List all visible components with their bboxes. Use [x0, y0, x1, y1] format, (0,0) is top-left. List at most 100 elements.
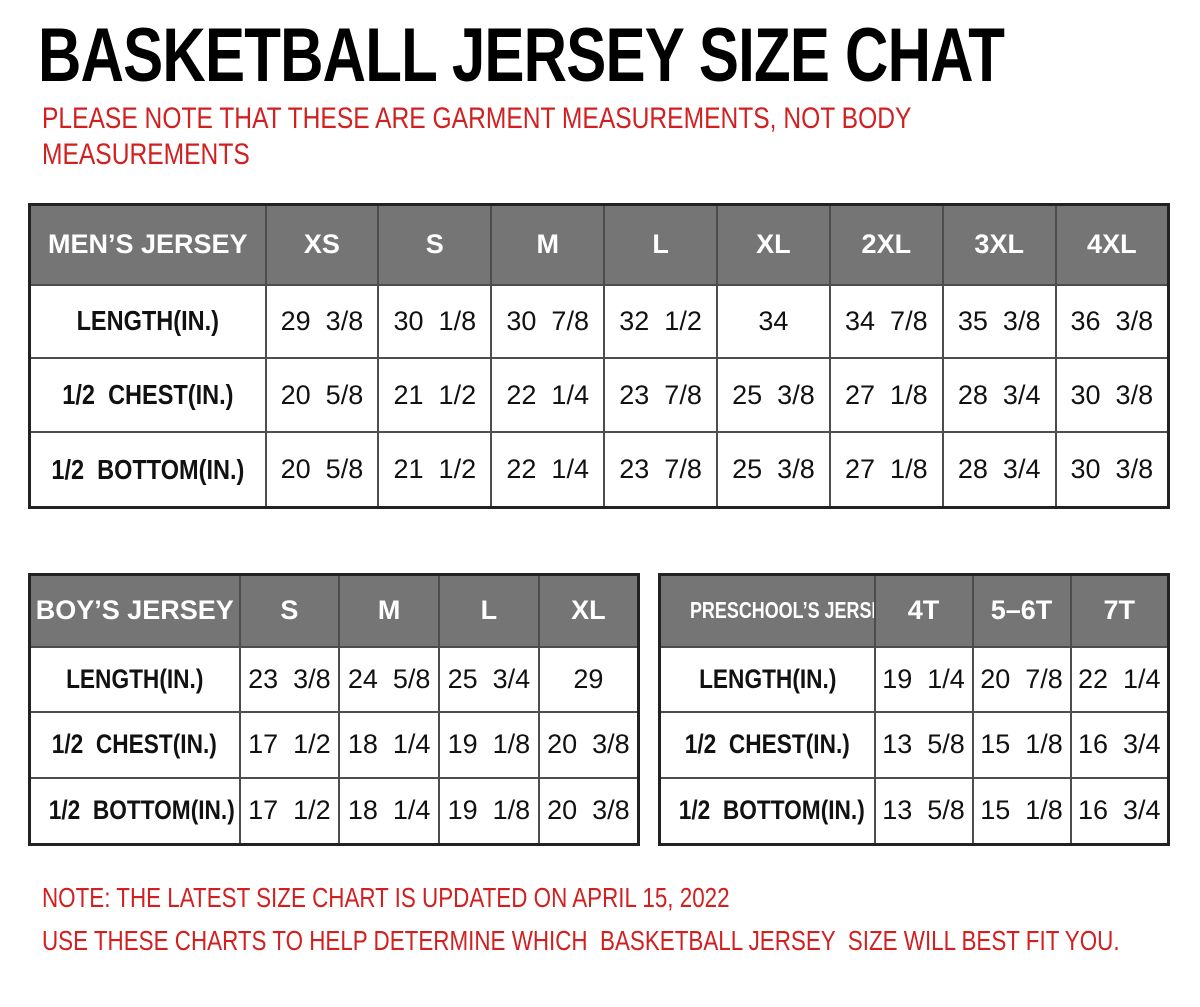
row-label: LENGTH(IN.) [66, 663, 204, 694]
size-value-cell: 34 [716, 283, 831, 360]
size-value-cell: 20 5/8 [264, 431, 380, 509]
size-header-cell: 2XL [828, 203, 944, 286]
size-value-cell: 18 1/4 [338, 776, 440, 846]
size-value-cell: 20 5/8 [264, 357, 380, 434]
size-value-cell: 17 1/2 [238, 711, 341, 779]
preschool-jersey-table: PRESCHOOL’S JERSEY 4T 5–6T 7T LENGTH(IN.… [658, 573, 1170, 846]
page-title: BASKETBALL JERSEY SIZE CHAT [38, 13, 1005, 98]
size-header-cell: S [238, 573, 341, 648]
size-value-cell: 32 1/2 [603, 283, 718, 360]
size-value-cell: 34 7/8 [828, 283, 944, 360]
size-value-cell: 23 7/8 [603, 357, 718, 434]
mens-jersey-table: MEN’S JERSEY XS S M L XL 2XL 3XL 4XL LEN… [28, 203, 1170, 509]
size-header-cell: 4T [873, 573, 974, 648]
size-value-cell: 30 3/8 [1054, 431, 1170, 509]
row-label-cell: 1/2 CHEST(IN.) [28, 357, 267, 434]
table-row: LENGTH(IN.) 19 1/4 20 7/8 22 1/4 [658, 645, 1170, 714]
size-value-cell: 19 1/8 [438, 711, 540, 779]
table-header-row: BOY’S JERSEY S M L XL [28, 573, 640, 648]
row-label-cell: LENGTH(IN.) [28, 645, 241, 714]
row-label-cell: 1/2 BOTTOM(IN.) [28, 431, 267, 509]
table-row: 1/2 CHEST(IN.) 13 5/8 15 1/8 16 3/4 [658, 711, 1170, 779]
size-value-cell: 21 1/2 [377, 431, 493, 509]
row-label: 1/2 CHEST(IN.) [62, 379, 234, 411]
size-value-cell: 28 3/4 [941, 357, 1057, 434]
size-value-cell: 21 1/2 [377, 357, 493, 434]
row-label-cell: 1/2 BOTTOM(IN.) [28, 776, 241, 846]
row-label: LENGTH(IN.) [698, 663, 836, 694]
row-label: 1/2 BOTTOM(IN.) [678, 795, 865, 826]
table-header-row: MEN’S JERSEY XS S M L XL 2XL 3XL 4XL [28, 203, 1170, 286]
size-value-cell: 29 [537, 645, 640, 714]
size-value-cell: 16 3/4 [1069, 711, 1170, 779]
size-value-cell: 35 3/8 [941, 283, 1057, 360]
size-value-cell: 36 3/8 [1054, 283, 1170, 360]
table-row: LENGTH(IN.) 23 3/8 24 5/8 25 3/4 29 [28, 645, 640, 714]
size-value-cell: 19 1/8 [438, 776, 540, 846]
row-label-cell: 1/2 CHEST(IN.) [658, 711, 876, 779]
size-value-cell: 25 3/8 [716, 431, 831, 509]
size-value-cell: 22 1/4 [490, 357, 606, 434]
size-header-cell: M [490, 203, 606, 286]
row-label: 1/2 BOTTOM(IN.) [51, 453, 245, 485]
size-value-cell: 30 7/8 [490, 283, 606, 360]
table-row: 1/2 CHEST(IN.) 17 1/2 18 1/4 19 1/8 20 3… [28, 711, 640, 779]
size-value-cell: 13 5/8 [873, 711, 974, 779]
size-header-cell: M [338, 573, 440, 648]
row-label: 1/2 BOTTOM(IN.) [48, 795, 235, 826]
table-row: 1/2 CHEST(IN.) 20 5/8 21 1/2 22 1/4 23 7… [28, 357, 1170, 434]
size-value-cell: 23 3/8 [238, 645, 341, 714]
table-row: LENGTH(IN.) 29 3/8 30 1/8 30 7/8 32 1/2 … [28, 283, 1170, 360]
size-header-cell: 5–6T [971, 573, 1072, 648]
row-label-cell: 1/2 CHEST(IN.) [28, 711, 241, 779]
size-value-cell: 30 3/8 [1054, 357, 1170, 434]
row-label-cell: LENGTH(IN.) [28, 283, 267, 360]
size-value-cell: 30 1/8 [377, 283, 493, 360]
size-value-cell: 23 7/8 [603, 431, 718, 509]
size-value-cell: 27 1/8 [828, 431, 944, 509]
size-value-cell: 16 3/4 [1069, 776, 1170, 846]
garment-measurement-warning: PLEASE NOTE THAT THESE ARE GARMENT MEASU… [42, 102, 912, 171]
size-value-cell: 20 3/8 [537, 776, 640, 846]
size-value-cell: 22 1/4 [1069, 645, 1170, 714]
size-value-cell: 27 1/8 [828, 357, 944, 434]
table-row: 1/2 BOTTOM(IN.) 20 5/8 21 1/2 22 1/4 23 … [28, 431, 1170, 509]
size-value-cell: 20 3/8 [537, 711, 640, 779]
size-value-cell: 20 7/8 [971, 645, 1072, 714]
size-value-cell: 29 3/8 [264, 283, 380, 360]
size-header-cell: S [377, 203, 493, 286]
size-value-cell: 19 1/4 [873, 645, 974, 714]
size-value-cell: 22 1/4 [490, 431, 606, 509]
table-title: PRESCHOOL’S JERSEY [689, 597, 873, 624]
table-row: 1/2 BOTTOM(IN.) 17 1/2 18 1/4 19 1/8 20 … [28, 776, 640, 846]
preschool-table-title-cell: PRESCHOOL’S JERSEY [658, 573, 876, 648]
size-header-cell: 4XL [1054, 203, 1170, 286]
mens-table-title-cell: MEN’S JERSEY [28, 203, 267, 286]
size-value-cell: 13 5/8 [873, 776, 974, 846]
size-value-cell: 17 1/2 [238, 776, 341, 846]
size-value-cell: 15 1/8 [971, 776, 1072, 846]
size-header-cell: 7T [1069, 573, 1170, 648]
boys-table-title-cell: BOY’S JERSEY [28, 573, 241, 648]
row-label-cell: 1/2 BOTTOM(IN.) [658, 776, 876, 846]
boys-jersey-table: BOY’S JERSEY S M L XL LENGTH(IN.) 23 3/8… [28, 573, 640, 846]
row-label: LENGTH(IN.) [76, 305, 219, 337]
size-value-cell: 24 5/8 [338, 645, 440, 714]
size-header-cell: L [603, 203, 718, 286]
size-header-cell: XL [537, 573, 640, 648]
update-note: NOTE: THE LATEST SIZE CHART IS UPDATED O… [42, 882, 730, 913]
size-header-cell: XS [264, 203, 380, 286]
usage-note: USE THESE CHARTS TO HELP DETERMINE WHICH… [42, 925, 1120, 956]
size-value-cell: 18 1/4 [338, 711, 440, 779]
size-header-cell: XL [716, 203, 831, 286]
size-header-cell: L [438, 573, 540, 648]
size-value-cell: 25 3/4 [438, 645, 540, 714]
size-value-cell: 25 3/8 [716, 357, 831, 434]
size-value-cell: 15 1/8 [971, 711, 1072, 779]
table-header-row: PRESCHOOL’S JERSEY 4T 5–6T 7T [658, 573, 1170, 648]
row-label: 1/2 CHEST(IN.) [684, 729, 850, 760]
size-value-cell: 28 3/4 [941, 431, 1057, 509]
size-header-cell: 3XL [941, 203, 1057, 286]
table-row: 1/2 BOTTOM(IN.) 13 5/8 15 1/8 16 3/4 [658, 776, 1170, 846]
